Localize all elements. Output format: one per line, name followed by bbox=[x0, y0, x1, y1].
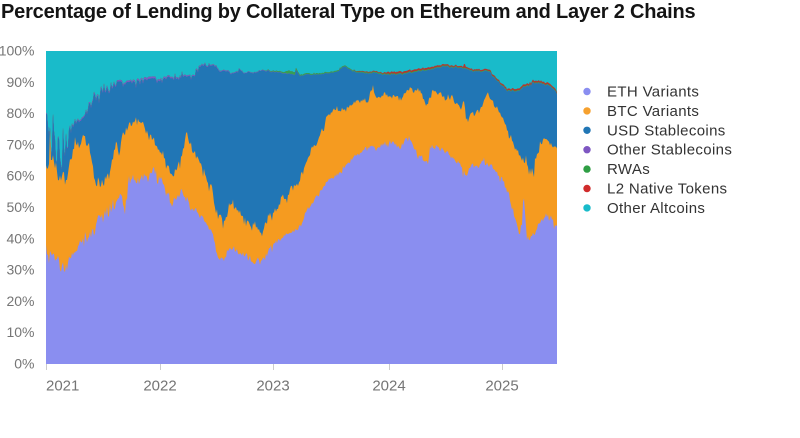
svg-text:0%: 0% bbox=[14, 356, 34, 372]
svg-text:ETH Variants: ETH Variants bbox=[607, 84, 699, 101]
svg-text:Other Stablecoins: Other Stablecoins bbox=[607, 142, 732, 159]
svg-text:2022: 2022 bbox=[143, 378, 176, 395]
svg-text:2025: 2025 bbox=[485, 378, 518, 395]
svg-text:30%: 30% bbox=[6, 262, 34, 278]
svg-text:90%: 90% bbox=[6, 74, 34, 90]
svg-text:80%: 80% bbox=[6, 105, 34, 121]
svg-text:BTC Variants: BTC Variants bbox=[607, 103, 699, 120]
svg-text:L2 Native Tokens: L2 Native Tokens bbox=[607, 181, 727, 198]
svg-text:70%: 70% bbox=[6, 136, 34, 152]
svg-text:2024: 2024 bbox=[372, 378, 405, 395]
svg-text:100%: 100% bbox=[0, 43, 35, 59]
svg-text:20%: 20% bbox=[6, 293, 34, 309]
svg-text:50%: 50% bbox=[6, 199, 34, 215]
svg-text:RWAs: RWAs bbox=[607, 161, 650, 178]
svg-text:10%: 10% bbox=[6, 324, 34, 340]
svg-text:40%: 40% bbox=[6, 230, 34, 246]
svg-text:2023: 2023 bbox=[256, 378, 289, 395]
svg-text:Other Altcoins: Other Altcoins bbox=[607, 200, 705, 217]
svg-text:60%: 60% bbox=[6, 168, 34, 184]
svg-text:2021: 2021 bbox=[46, 378, 79, 395]
svg-text:USD Stablecoins: USD Stablecoins bbox=[607, 122, 726, 139]
